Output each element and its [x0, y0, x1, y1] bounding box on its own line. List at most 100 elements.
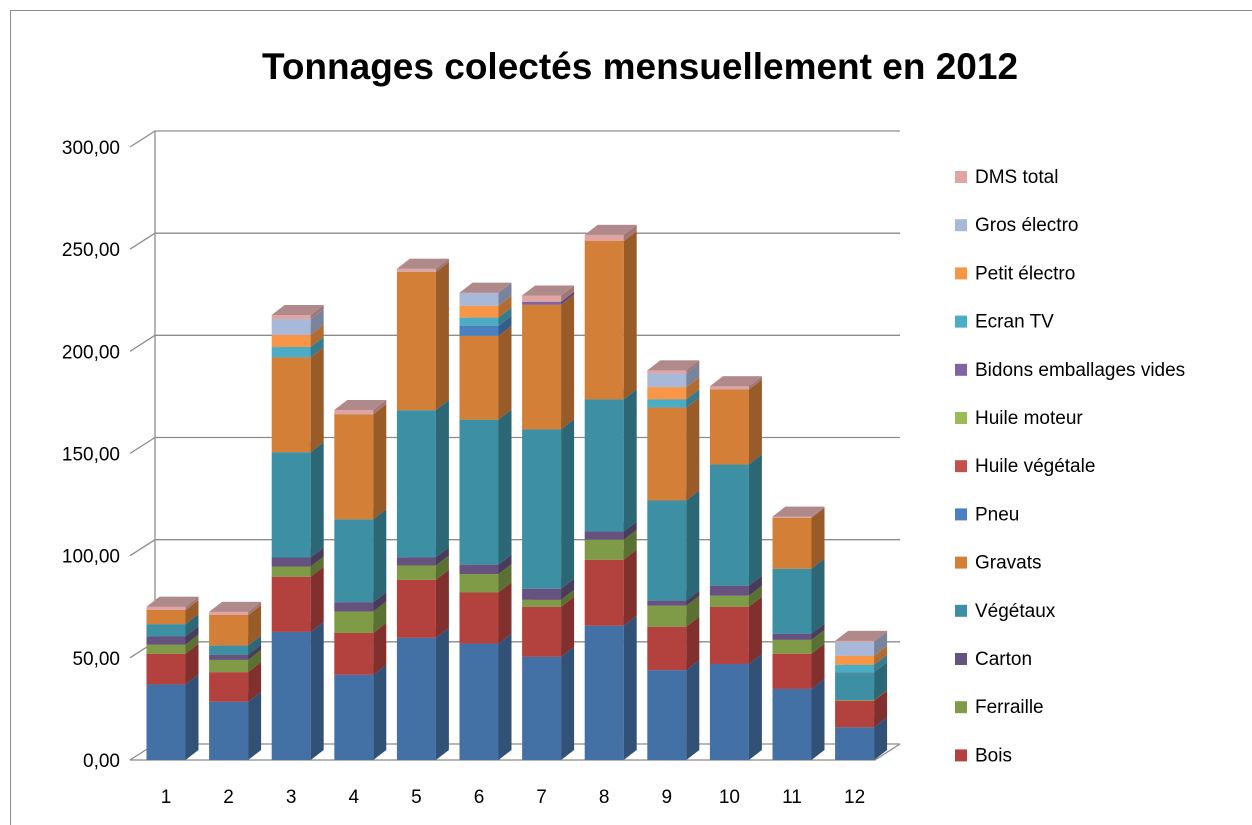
bar-front [522, 599, 562, 607]
bar-front [522, 301, 562, 305]
bar-side [185, 634, 199, 654]
bar-front [835, 700, 875, 728]
floor-edge [130, 743, 901, 761]
bar-side [435, 569, 449, 638]
bar-front [522, 606, 562, 657]
legend-swatch [955, 556, 967, 569]
bar-segment [709, 454, 762, 586]
bar-side [811, 507, 825, 569]
bar-front [459, 643, 499, 760]
bar-front [647, 605, 687, 627]
y-tick-label: 250,00 [62, 240, 120, 261]
bar-front [334, 632, 374, 675]
bar-side [874, 631, 888, 656]
bar-front [709, 585, 749, 596]
bar-side [748, 653, 762, 760]
legend-label: Végétaux [975, 601, 1056, 622]
bar-cap [709, 376, 762, 387]
legend-swatch [955, 267, 967, 280]
y-tick-label: 100,00 [62, 547, 120, 568]
bar-front [209, 614, 249, 646]
bar-side [748, 585, 762, 607]
bar-segment [647, 490, 700, 601]
legend-label: Huile végétale [975, 456, 1095, 477]
bar-side [686, 363, 700, 388]
bar-side [498, 315, 512, 336]
bar-cap [835, 630, 888, 641]
bar-front [271, 319, 311, 335]
bar-segment [647, 397, 700, 501]
bar-front [647, 500, 687, 601]
bar-front [647, 626, 687, 671]
bar-side [435, 400, 449, 558]
y-tick-label: 200,00 [62, 342, 120, 363]
bar-front [396, 557, 436, 566]
bar-front [709, 606, 749, 664]
bar-front [459, 325, 499, 336]
bar-segment [396, 261, 449, 411]
x-tick-label: 5 [411, 787, 422, 808]
bar-side [561, 646, 575, 760]
bar-front [459, 419, 499, 565]
legend-swatch [955, 508, 967, 521]
bar-side [435, 555, 449, 580]
bar-side [874, 689, 888, 701]
bar-front [146, 644, 186, 654]
legend-swatch [955, 412, 967, 424]
bar-cap [334, 399, 387, 410]
bar-cap [522, 285, 575, 296]
bar-side [686, 590, 700, 606]
bar-side [310, 337, 324, 358]
bar-front [459, 592, 499, 644]
bar-side [686, 377, 700, 400]
bar-front [146, 606, 186, 610]
bar-front [334, 611, 374, 633]
bar-side [686, 397, 700, 501]
bar-front [209, 701, 249, 760]
bar-side [561, 291, 575, 305]
bar-segment [772, 678, 825, 760]
bar-side [373, 509, 387, 603]
bar-front [835, 641, 875, 656]
bar-front [459, 335, 499, 420]
bar-side [561, 419, 575, 589]
bar-side [748, 454, 762, 586]
bar-side [686, 616, 700, 671]
bar-side [310, 347, 324, 453]
bar-side [248, 604, 262, 646]
bar-side [498, 633, 512, 760]
legend-label: Gros électro [975, 215, 1078, 236]
bar-side [498, 409, 512, 565]
bar-front [209, 672, 249, 702]
bar-side [623, 615, 637, 760]
legend-label: Huile moteur [975, 408, 1083, 429]
bar-side [498, 282, 512, 306]
bar-front [584, 240, 624, 400]
bar-front [334, 409, 374, 415]
bar-segment [459, 409, 512, 565]
bar-side [185, 643, 199, 685]
bar-side [874, 690, 888, 728]
x-tick-label: 8 [599, 787, 610, 808]
bar-side [373, 592, 387, 612]
bar-side [310, 566, 324, 632]
bar-cap [396, 258, 449, 269]
bar-front [835, 640, 875, 642]
bar-front [835, 655, 875, 665]
bar-side [185, 626, 199, 645]
bar-side [623, 549, 637, 626]
bar-side [561, 589, 575, 607]
bar-front [647, 373, 687, 388]
bar-front [584, 399, 624, 532]
bar-side [686, 360, 700, 374]
legend-label: Petit électro [975, 263, 1075, 284]
bar-side [686, 389, 700, 408]
bar-front [709, 386, 749, 390]
x-tick-label: 6 [474, 787, 485, 808]
bar-front [209, 611, 249, 615]
bar-segment [334, 404, 387, 520]
bar-front [647, 670, 687, 760]
legend-label: Ferraille [975, 697, 1044, 718]
bar-front [396, 565, 436, 580]
bar-side [748, 575, 762, 596]
